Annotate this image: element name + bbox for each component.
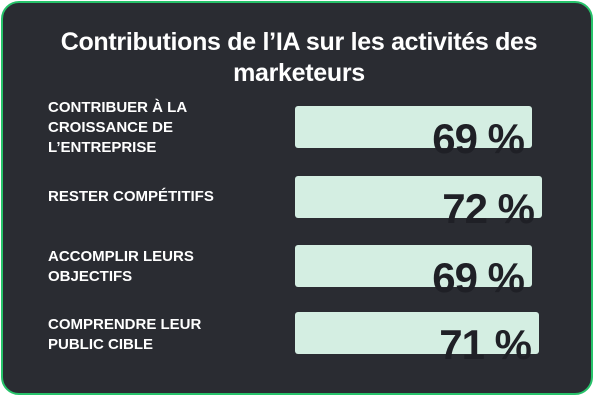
category-label: COMPRENDRE LEUR PUBLIC CIBLE — [48, 315, 268, 355]
value-label: 69 % — [432, 115, 525, 162]
chart-title-line-1: Contributions de l’IA sur les activités … — [60, 28, 538, 56]
category-label-line: ACCOMPLIR LEURS — [48, 248, 194, 265]
value-label: 69 % — [432, 254, 525, 301]
bar — [295, 106, 532, 148]
bar — [295, 245, 532, 287]
category-label-line: CROISSANCE DE — [48, 119, 174, 136]
bar — [295, 176, 542, 218]
category-label: ACCOMPLIR LEURS OBJECTIFS — [48, 247, 268, 287]
category-label-line: CONTRIBUER À LA — [48, 99, 188, 116]
category-label-line: RESTER COMPÉTITIFS — [48, 188, 214, 205]
category-label: CONTRIBUER À LA CROISSANCE DE L’ENTREPRISE — [48, 98, 268, 158]
category-label-line: OBJECTIFS — [48, 268, 133, 285]
value-label: 72 % — [442, 185, 535, 232]
chart-card: Contributions de l’IA sur les activités … — [1, 1, 593, 395]
category-label-line: COMPRENDRE LEUR — [48, 316, 202, 333]
category-label: RESTER COMPÉTITIFS — [48, 187, 268, 207]
value-label: 71 % — [439, 321, 532, 368]
chart-title: Contributions de l’IA sur les activités … — [3, 27, 595, 89]
category-label-line: L’ENTREPRISE — [48, 139, 157, 156]
bar — [295, 312, 539, 354]
category-label-line: PUBLIC CIBLE — [48, 336, 153, 353]
chart-title-line-2: marketeurs — [233, 59, 365, 87]
